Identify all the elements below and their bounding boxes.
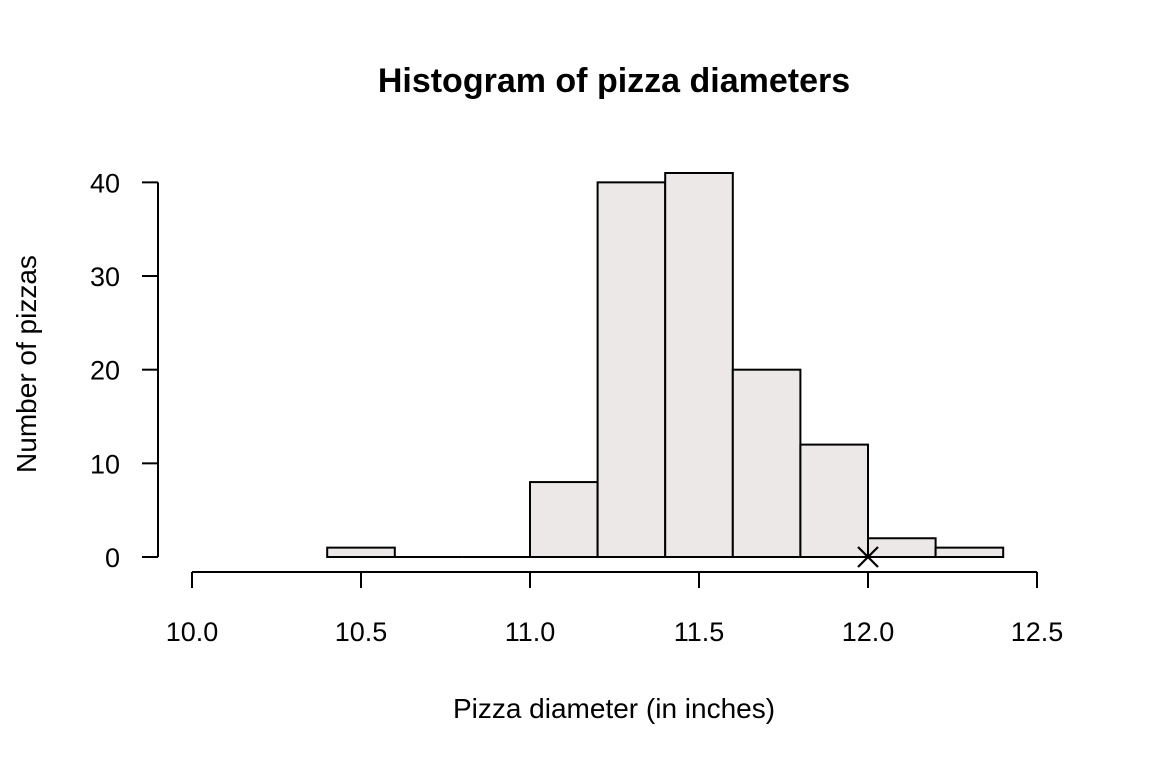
y-tick-label-0: 0 [105, 543, 120, 573]
histogram-bar-5 [664, 172, 734, 558]
histogram-bar-4 [596, 181, 667, 559]
histogram-bar-3 [529, 481, 599, 559]
x-tick-label-5: 12.5 [1011, 617, 1064, 647]
y-tick-label-4: 40 [90, 168, 120, 198]
y-axis-label: Number of pizzas [11, 255, 42, 473]
x-tick-label-3: 11.5 [674, 617, 725, 647]
histogram-bar-6 [731, 368, 802, 558]
y-tick-label-2: 20 [90, 356, 120, 386]
x-tick-label-2: 11.0 [505, 617, 556, 647]
histogram-bar-9 [934, 546, 1005, 559]
y-tick-label-3: 30 [90, 262, 120, 292]
x-marker [857, 546, 879, 568]
x-axis: 10.0 10.5 11.0 11.5 12.0 12.5 [166, 571, 1064, 647]
histogram-bar-7 [799, 443, 870, 558]
x-axis-label: Pizza diameter (in inches) [453, 693, 775, 724]
x-tick-label-4: 12.0 [842, 617, 895, 647]
x-marker-stroke-2 [857, 546, 879, 568]
x-tick-label-1: 10.5 [335, 617, 388, 647]
bars-group [326, 172, 1005, 559]
y-axis: 0 10 20 30 40 [90, 168, 159, 573]
histogram-bar-0 [326, 546, 396, 559]
marker-group [857, 546, 879, 568]
y-tick-label-1: 10 [90, 449, 120, 479]
chart-title: Histogram of pizza diameters [378, 62, 850, 100]
x-tick-label-0: 10.0 [166, 617, 219, 647]
